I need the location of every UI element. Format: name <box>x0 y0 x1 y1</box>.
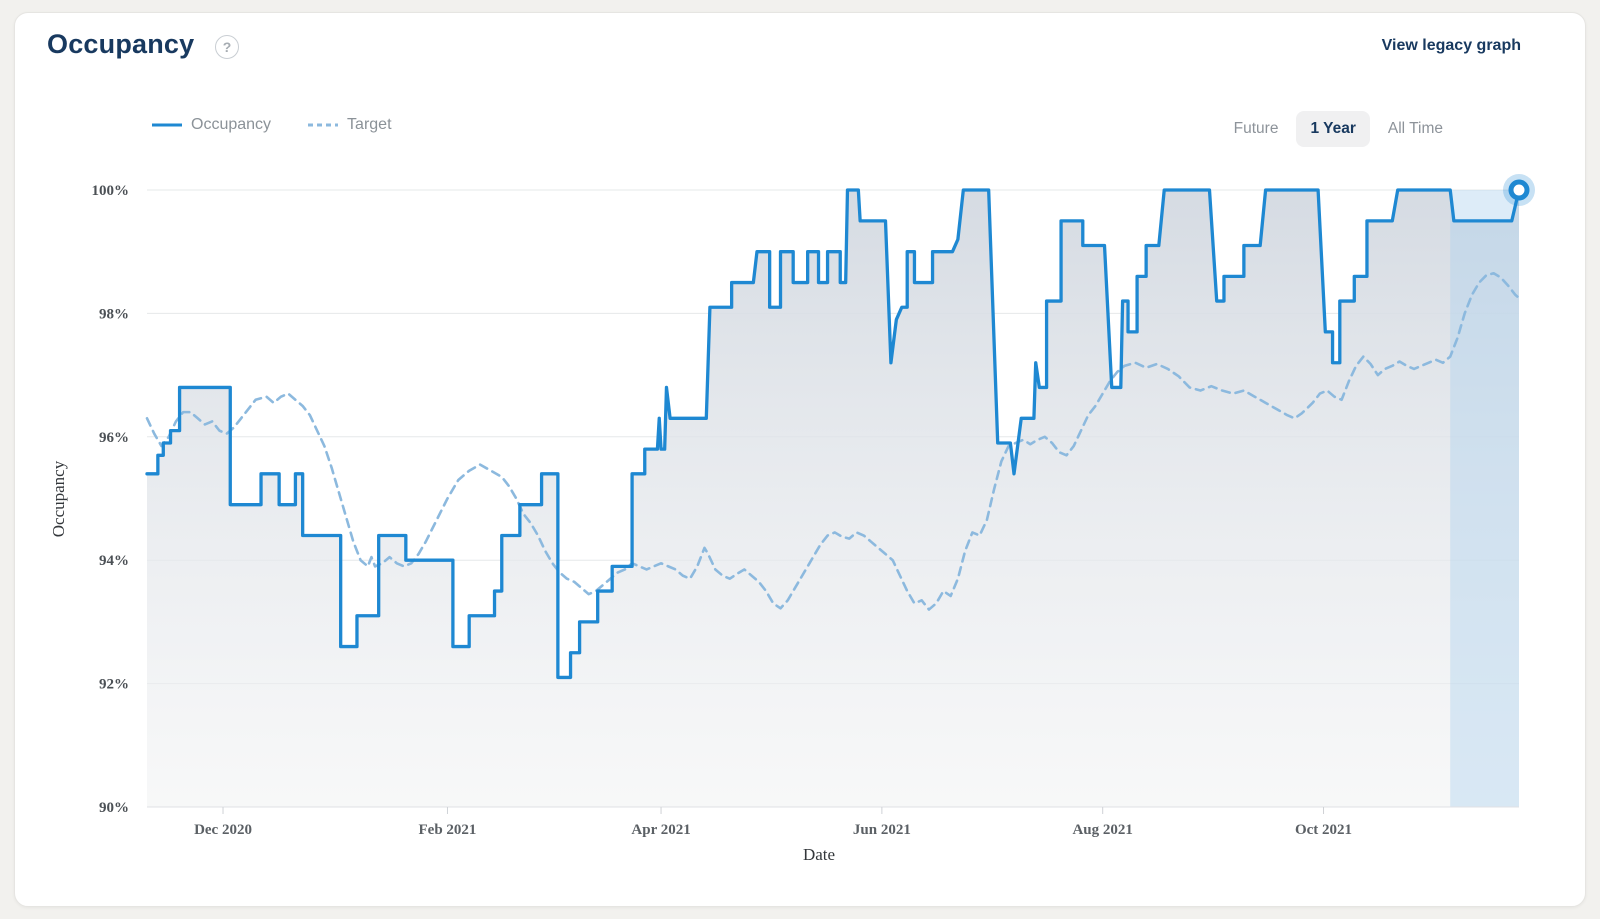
x-tick-label: Feb 2021 <box>419 822 477 838</box>
legend-label: Occupancy <box>191 116 272 133</box>
target-line[interactable] <box>145 271 1521 611</box>
occupancy-line[interactable] <box>145 188 1521 680</box>
x-tick-label: Oct 2021 <box>1295 822 1352 838</box>
target-line-swatch-icon <box>308 123 339 127</box>
legend-item-target[interactable]: Target <box>307 116 392 134</box>
y-tick-label: 92% <box>99 677 129 693</box>
future-highlight-band <box>1450 190 1519 807</box>
occupancy-card: Occupancy ? View legacy graph Occupancy … <box>14 12 1586 907</box>
x-tick-label: Dec 2020 <box>194 822 252 838</box>
legend-item-occupancy[interactable]: Occupancy <box>151 116 271 134</box>
x-axis-title: Date <box>802 845 836 864</box>
chart-legend: Occupancy Target <box>151 116 392 134</box>
occupancy-chart: 100% 98% 96% 94% 92% 90% Dec 2020 Feb 2021 Apr 2… <box>92 174 1535 838</box>
y-tick-label: 100% <box>92 183 130 199</box>
occupancy-area-fill <box>147 190 1519 807</box>
y-tick-label: 94% <box>99 553 129 569</box>
y-tick-label: 90% <box>99 800 129 816</box>
help-icon[interactable]: ? <box>215 35 239 59</box>
page-title: Occupancy <box>47 29 195 59</box>
range-button-1-year[interactable]: 1 Year <box>1296 111 1370 147</box>
range-selector: Future 1 Year All Time <box>1220 111 1457 147</box>
range-button-future[interactable]: Future <box>1220 111 1293 147</box>
x-tick-label: Apr 2021 <box>631 822 690 838</box>
view-legacy-graph-link[interactable]: View legacy graph <box>1381 37 1521 54</box>
x-tick-label: Aug 2021 <box>1072 822 1132 838</box>
y-tick-label: 96% <box>99 430 129 446</box>
y-tick-label: 98% <box>99 306 129 322</box>
y-axis-title: Occupancy <box>49 460 68 538</box>
legend-label: Target <box>347 116 392 133</box>
x-tick-label: Jun 2021 <box>853 822 911 838</box>
range-button-all-time[interactable]: All Time <box>1374 111 1457 147</box>
help-icon-glyph: ? <box>222 39 232 55</box>
occupancy-line-swatch-icon <box>152 123 182 127</box>
latest-point-marker[interactable] <box>1508 179 1530 201</box>
